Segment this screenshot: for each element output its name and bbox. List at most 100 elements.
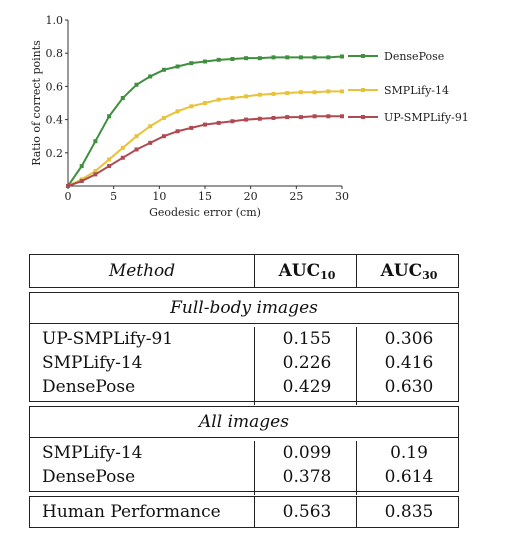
x-tick-label: 30 (335, 190, 349, 203)
legend-label: UP-SMPLify-91 (384, 111, 469, 124)
data-point (107, 164, 112, 169)
data-point (120, 145, 125, 150)
data-point (271, 55, 276, 60)
data-point (271, 91, 276, 96)
data-point (244, 56, 249, 61)
header-row: Method AUC10 AUC30 (30, 256, 458, 286)
x-tick-label: 20 (244, 190, 258, 203)
section-all-images: All images SMPLify-14 0.099 0.19 DensePo… (29, 406, 459, 495)
data-point (120, 96, 125, 101)
header-auc30: AUC30 (380, 261, 438, 282)
data-point (148, 124, 153, 129)
method-cell: Human Performance (42, 502, 221, 522)
data-point (326, 55, 331, 60)
x-tick-label: 10 (152, 190, 166, 203)
data-point (175, 129, 180, 134)
method-cell: DensePose (42, 467, 136, 487)
data-point (120, 155, 125, 160)
table-row: DensePose 0.378 0.614 (30, 465, 458, 489)
data-point (326, 114, 331, 119)
legend-marker (361, 88, 365, 92)
x-tick-label: 0 (65, 190, 72, 203)
auc30-cell: 0.835 (384, 502, 434, 522)
data-point (161, 115, 166, 120)
auc30-cell: 0.306 (384, 329, 434, 349)
data-point (93, 169, 98, 174)
y-tick-label: 0.4 (46, 114, 64, 127)
data-point (285, 115, 290, 120)
method-cell: DensePose (42, 377, 136, 397)
data-point (244, 117, 249, 122)
data-point (93, 172, 98, 177)
data-point (340, 54, 344, 59)
data-point (298, 115, 303, 120)
auc10-cell: 0.429 (282, 377, 332, 397)
data-point (298, 55, 303, 60)
auc30-cell: 0.19 (390, 443, 428, 463)
table-row: SMPLify-14 0.099 0.19 (30, 441, 458, 465)
data-point (216, 57, 221, 62)
data-point (312, 114, 317, 119)
method-cell: SMPLify-14 (42, 353, 143, 373)
auc30-cell: 0.630 (384, 377, 434, 397)
legend-label: DensePose (384, 50, 444, 63)
data-point (340, 114, 344, 119)
series-line (67, 115, 342, 187)
data-point (285, 55, 290, 60)
legend-marker (361, 115, 365, 119)
data-point (326, 89, 331, 94)
auc10-cell: 0.378 (282, 467, 332, 487)
data-point (93, 139, 98, 144)
data-point (175, 109, 180, 114)
table-row: UP-SMPLify-91 0.155 0.306 (30, 327, 458, 351)
data-point (148, 74, 153, 79)
section-caption: Full-body images (30, 293, 458, 324)
legend-marker (361, 54, 365, 58)
auc30-cell: 0.416 (384, 353, 434, 373)
section-full-body: Full-body images UP-SMPLify-91 0.155 0.3… (29, 292, 459, 405)
data-point (134, 82, 139, 87)
table-row: SMPLify-14 0.226 0.416 (30, 351, 458, 375)
data-point (203, 59, 207, 64)
data-point (257, 56, 262, 61)
data-point (216, 120, 221, 125)
data-point (285, 91, 290, 96)
header-method: Method (108, 261, 176, 281)
x-tick-label: 25 (289, 190, 303, 203)
data-point (107, 157, 112, 162)
data-point (134, 134, 139, 139)
auc10-cell: 0.155 (282, 329, 332, 349)
auc30-cell: 0.614 (384, 467, 434, 487)
y-axis-label: Ratio of correct points (30, 40, 43, 166)
data-point (203, 101, 207, 105)
y-tick-label: 1.0 (46, 14, 64, 27)
data-point (257, 92, 262, 97)
data-point (79, 179, 84, 184)
data-point (244, 94, 249, 99)
data-point (312, 55, 317, 60)
data-point (203, 122, 207, 127)
data-point (175, 64, 180, 69)
line-chart: 0 5 10 15 20 25 30 0.2 0.4 0.6 0.8 1.0 Geodesic erro… (30, 14, 469, 219)
x-tick-label: 5 (110, 190, 117, 203)
data-point (161, 67, 166, 72)
data-point (271, 115, 276, 120)
table-row: DensePose 0.429 0.630 (30, 375, 458, 399)
auc10-cell: 0.099 (282, 443, 332, 463)
data-point (230, 96, 235, 101)
data-point (134, 147, 139, 152)
x-axis-label: Geodesic error (cm) (149, 206, 261, 219)
y-tick-label: 0.6 (46, 80, 64, 93)
legend-label: SMPLify-14 (384, 84, 449, 97)
y-tick-label: 0.8 (46, 47, 64, 60)
table-footer: Human Performance 0.563 0.835 (29, 496, 459, 528)
table-header: Method AUC10 AUC30 (29, 254, 459, 288)
data-point (230, 119, 235, 124)
data-point (161, 134, 166, 139)
data-point (189, 104, 194, 109)
data-point (340, 89, 344, 94)
table-row: Human Performance 0.563 0.835 (30, 500, 458, 524)
section-caption: All images (30, 407, 458, 438)
data-point (107, 114, 112, 119)
data-point (216, 97, 221, 102)
